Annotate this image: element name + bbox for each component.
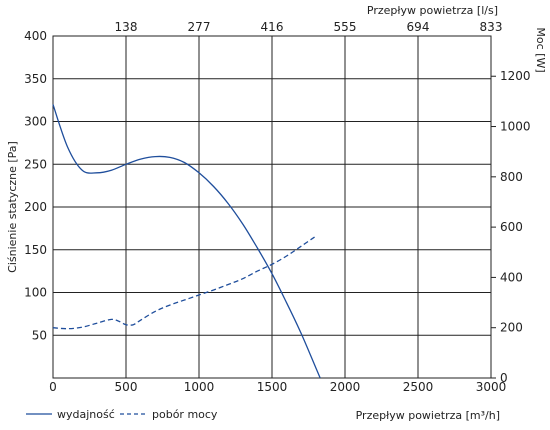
x2-tick-label: 833 bbox=[480, 20, 503, 34]
y2-tick-label: 200 bbox=[500, 321, 523, 335]
y2-tick-label: 1000 bbox=[500, 120, 531, 134]
x2-tick-label: 416 bbox=[261, 20, 284, 34]
x2-axis-label: Przepływ powietrza [l/s] bbox=[367, 4, 498, 17]
y-tick-label: 150 bbox=[24, 243, 47, 257]
series-lines bbox=[52, 104, 321, 379]
y2-tick-label: 1200 bbox=[500, 69, 531, 83]
legend-label-pobor-mocy: pobór mocy bbox=[152, 408, 218, 421]
x2-tick-label: 277 bbox=[188, 20, 211, 34]
x2-tick-label: 694 bbox=[407, 20, 430, 34]
y2-axis-label: Moc [W] bbox=[534, 27, 547, 72]
x-tick-label: 500 bbox=[115, 380, 138, 394]
y-tick-label: 200 bbox=[24, 200, 47, 214]
series-line-wydajnosc bbox=[52, 104, 321, 379]
x-tick-label: 1000 bbox=[184, 380, 215, 394]
x-tick-label: 1500 bbox=[257, 380, 288, 394]
series-line-pobor-mocy bbox=[52, 235, 317, 330]
y-axis-label: Ciśnienie statyczne [Pa] bbox=[6, 141, 19, 273]
y2-tick-label: 600 bbox=[500, 220, 523, 234]
x-tick-label: 2000 bbox=[330, 380, 361, 394]
x2-tick-label: 555 bbox=[334, 20, 357, 34]
x-tick-label: 3000 bbox=[476, 380, 507, 394]
x2-tick-label: 138 bbox=[115, 20, 138, 34]
y-tick-label: 50 bbox=[32, 328, 47, 342]
grid bbox=[53, 36, 491, 378]
legend-label-wydajnosc: wydajność bbox=[57, 408, 115, 421]
y-tick-label: 100 bbox=[24, 286, 47, 300]
y-tick-label: 250 bbox=[24, 157, 47, 171]
y2-tick-label: 800 bbox=[500, 170, 523, 184]
x-tick-label: 0 bbox=[49, 380, 57, 394]
plot-frame bbox=[52, 35, 492, 379]
y2-tick-label: 400 bbox=[500, 270, 523, 284]
x-tick-label: 2500 bbox=[403, 380, 434, 394]
y-tick-label: 300 bbox=[24, 115, 47, 129]
x-axis-label: Przepływ powietrza [m³/h] bbox=[356, 409, 500, 422]
legend: wydajność pobór mocy bbox=[26, 408, 218, 421]
y2-tick-label: 0 bbox=[500, 371, 508, 385]
y-tick-label: 350 bbox=[24, 72, 47, 86]
y-tick-label: 400 bbox=[24, 29, 47, 43]
